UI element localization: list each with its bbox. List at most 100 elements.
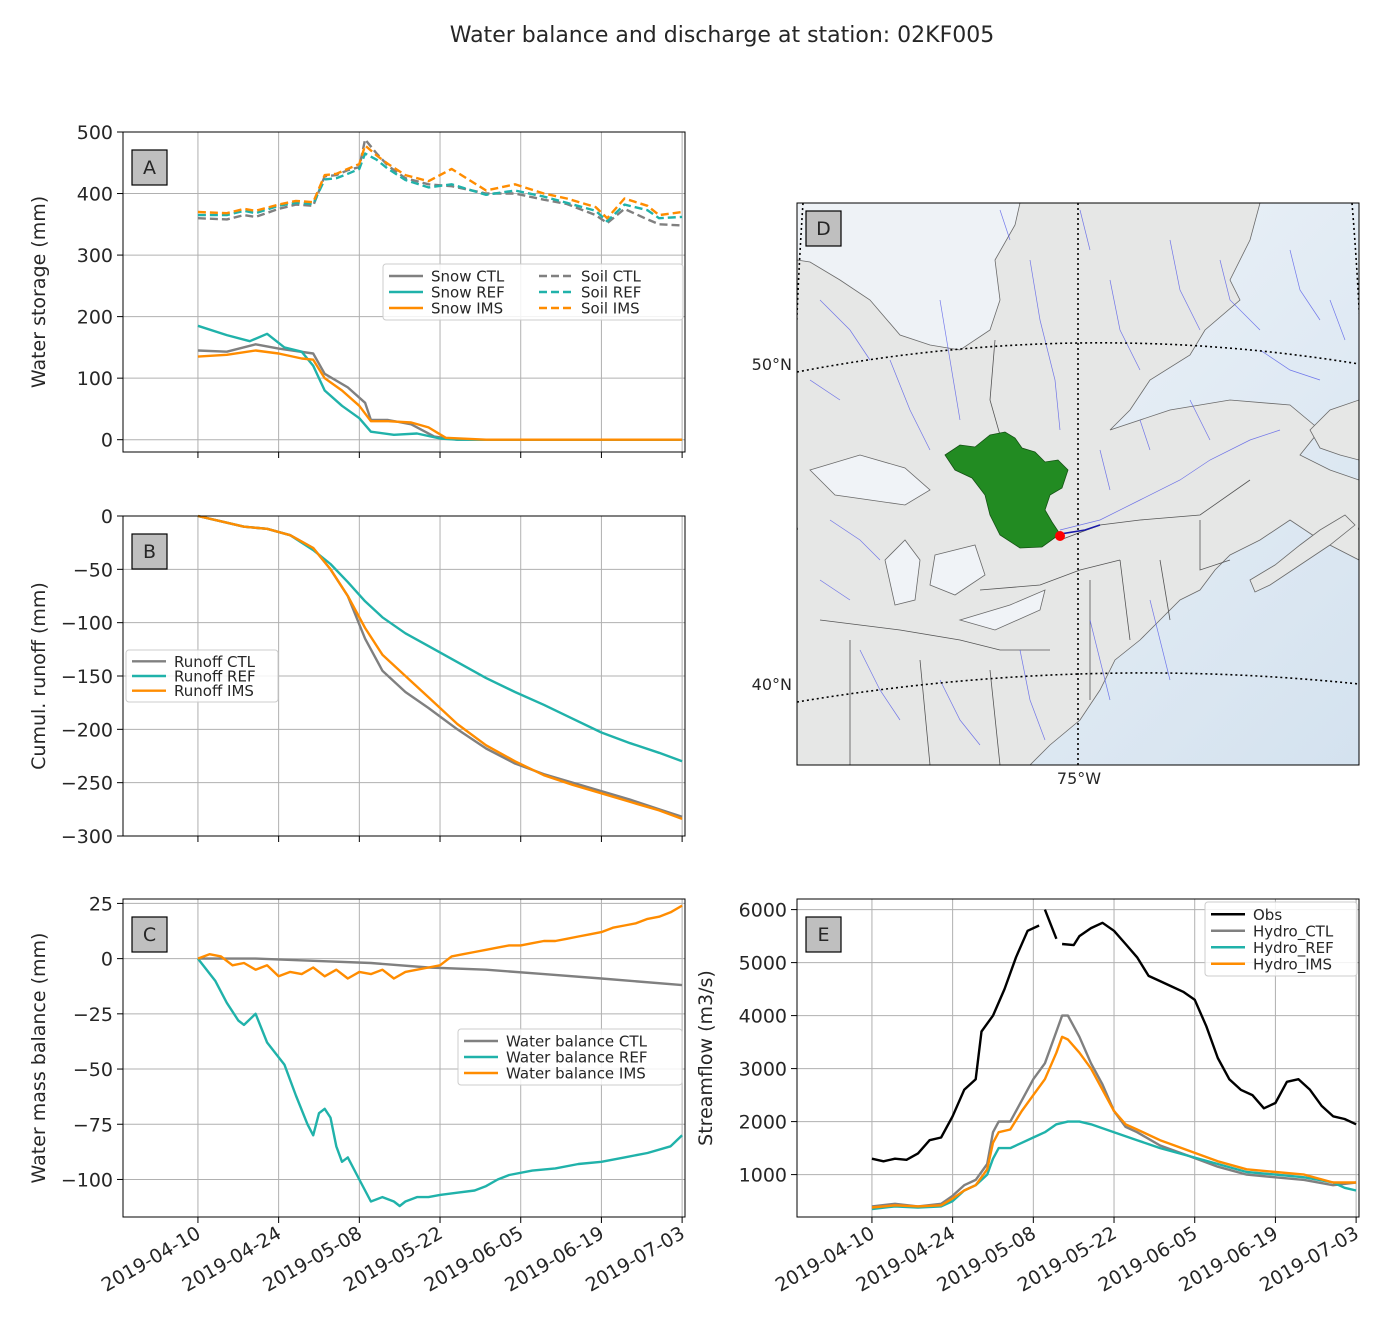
panel-e-y-tick-label: 2000 — [739, 1112, 787, 1134]
panel-e-y-ticks: 1000 2000 3000 4000 5000 6000 — [739, 900, 797, 1187]
panel-c-y-tick-label: −100 — [61, 1169, 113, 1191]
panel-b-y-tick-label: −300 — [61, 826, 113, 848]
panel-c-legend-entry: Water balance IMS — [506, 1065, 646, 1083]
panel-e-y-tick-label: 1000 — [739, 1165, 787, 1187]
panel-e-y-tick-label: 3000 — [739, 1059, 787, 1081]
panel-a-y-tick-label: 300 — [77, 245, 113, 267]
station-marker — [1055, 531, 1065, 541]
panel-e-lines — [871, 909, 1357, 1211]
panel-b-y-tick-label: −50 — [73, 559, 113, 581]
panel-e-streamflow: 1000 2000 3000 4000 5000 6000 2019-04-102019-… — [695, 898, 1363, 1297]
panel-b-label-box: B — [131, 533, 168, 570]
map-frame — [796, 202, 1360, 766]
panel-e-y-tick-label: 6000 — [739, 900, 787, 922]
panel-b-legend-entry: Runoff REF — [174, 668, 256, 686]
panel-a-legend-entry: Snow CTL — [431, 268, 505, 286]
panel-b-y-tick-label: −100 — [61, 613, 113, 635]
panel-e-legend-entry: Hydro_IMS — [1253, 955, 1332, 974]
panel-e-frame — [796, 898, 1360, 1218]
panel-a-y-tick-label: 0 — [101, 430, 113, 452]
panel-a-label-box: A — [131, 149, 168, 186]
panel-e-y-tick-label: 4000 — [739, 1006, 787, 1028]
panel-b-lines — [197, 514, 683, 821]
panel-a-y-label: Water storage (mm) — [28, 196, 50, 388]
panel-a-frame — [122, 131, 686, 453]
panel-c-label: C — [143, 924, 156, 946]
panel-e-series-obs — [1061, 921, 1357, 1126]
newfoundland — [1309, 399, 1359, 461]
panel-c-series-water-balance-ims — [197, 904, 683, 980]
panel-d-label-box — [805, 210, 842, 247]
panel-a-legend-entry: Soil IMS — [581, 300, 640, 318]
panel-e-legend-entry: Obs — [1253, 906, 1282, 924]
panel-e-series-hydro-ims — [871, 1035, 1357, 1209]
watershed-basin — [944, 431, 1069, 549]
panel-b-series-runoff-ims — [197, 514, 683, 821]
panel-a-legend-entry: Snow REF — [431, 284, 505, 302]
panel-c-y-tick-label: −75 — [73, 1114, 113, 1136]
panel-c-y-tick-label: −25 — [73, 1004, 113, 1026]
panel-a-label: A — [143, 157, 156, 179]
panel-a-y-tick-label: 400 — [77, 184, 113, 206]
great-lakes — [809, 454, 1046, 631]
panel-c-y-tick-label: −50 — [73, 1059, 113, 1081]
panel-c-legend-frame — [457, 1028, 683, 1086]
panel-b-y-ticks: 0 −50 −100 −150 −200 −250 −300 — [61, 506, 123, 848]
panel-b-legend-entry: Runoff CTL — [174, 653, 256, 671]
panel-a-series-soil-ims — [197, 144, 683, 220]
panel-b-legend-frame — [125, 649, 279, 703]
panel-b-cumulative-runoff: 0 −50 −100 −150 −200 −250 −300 Cumul. runoff (… — [28, 506, 686, 848]
hudson-bay — [797, 203, 1021, 351]
panel-c-frame — [122, 898, 686, 1218]
panel-a-series-soil-ref — [197, 152, 683, 223]
panel-d-basin-map: 50°N 40°N 75°W D — [752, 202, 1360, 788]
panel-a-y-ticks: 0 100 200 300 400 500 — [77, 122, 123, 452]
panel-e-legend-frame — [1204, 901, 1358, 977]
panel-b-y-tick-label: 0 — [101, 506, 113, 528]
panel-b-label: B — [143, 541, 156, 563]
panel-e-series-hydro-ctl — [871, 1014, 1357, 1208]
panel-c-label-box: C — [131, 916, 168, 953]
panel-b-x-ticks — [197, 836, 683, 842]
panel-b-y-tick-label: −250 — [61, 773, 113, 795]
panel-c-water-mass-balance: 25 0 −25 −50 −75 −100 2019-04-102019-04-24201… — [28, 893, 689, 1296]
nova-scotia — [1249, 514, 1356, 593]
lat-label-40n: 40°N — [752, 675, 792, 694]
panel-c-lines — [196, 904, 683, 1208]
panel-c-x-ticks: 2019-04-102019-04-242019-05-082019-05-22… — [98, 1217, 689, 1297]
panel-c-series-water-balance-ref — [196, 957, 683, 1208]
panel-a-series-soil-ctl — [197, 138, 683, 227]
panel-a-y-tick-label: 200 — [77, 307, 113, 329]
panel-e-legend-entry: Hydro_CTL — [1253, 922, 1334, 941]
panel-a-lines — [197, 138, 683, 441]
panel-e-label: E — [817, 924, 829, 946]
panel-e-y-label: Streamflow (m3/s) — [695, 970, 717, 1146]
panel-c-y-tick-label: 25 — [89, 893, 113, 915]
panel-a-y-tick-label: 500 — [77, 122, 113, 144]
panel-a-x-ticks — [197, 452, 683, 458]
lat-label-50n: 50°N — [752, 355, 792, 374]
panel-c-y-ticks: 25 0 −25 −50 −75 −100 — [61, 893, 123, 1191]
lon-label-75w: 75°W — [1057, 769, 1101, 788]
panel-c-y-label: Water mass balance (mm) — [28, 933, 50, 1184]
panel-e-label-box: E — [805, 916, 842, 953]
panel-b-legend-entry: Runoff IMS — [174, 682, 254, 700]
panel-c-y-tick-label: 0 — [101, 949, 113, 971]
rivers — [809, 209, 1346, 746]
panel-a-legend-entry: Snow IMS — [431, 300, 503, 318]
panel-a-legend-frame — [382, 263, 684, 321]
political-borders — [819, 339, 1251, 765]
panel-e-legend-entry: Hydro_REF — [1253, 939, 1334, 958]
panel-a-legend-entry: Soil CTL — [581, 268, 641, 286]
suptitle: Water balance and discharge at station: … — [450, 23, 995, 48]
panel-b-y-label: Cumul. runoff (mm) — [28, 582, 50, 770]
panel-d-label: D — [816, 218, 831, 240]
panel-c-legend-entry: Water balance REF — [506, 1049, 647, 1067]
panel-b-y-tick-label: −150 — [61, 666, 113, 688]
panel-a-series-snow-ref — [197, 324, 683, 441]
panel-e-series-obs — [1043, 909, 1058, 940]
